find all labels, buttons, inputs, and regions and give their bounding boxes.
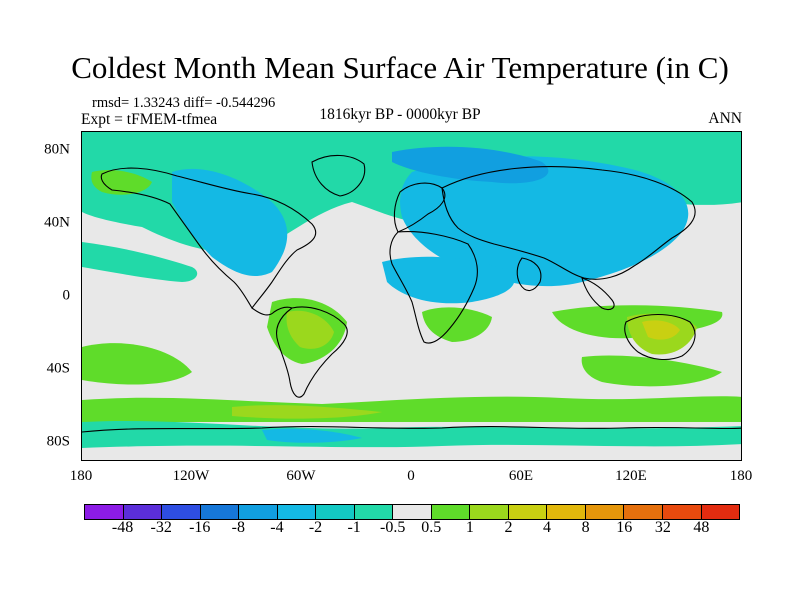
colorbar-box bbox=[239, 505, 278, 519]
colorbar-label: 4 bbox=[543, 519, 552, 536]
colorbar-label: -32 bbox=[150, 519, 172, 536]
anomaly-africa-south bbox=[422, 307, 492, 342]
experiment-label: Expt = tFMEM-tfmea bbox=[81, 111, 218, 128]
y-tick: 80S bbox=[46, 433, 70, 450]
anomaly-north-africa bbox=[382, 256, 515, 304]
anomaly-antarctic-coast bbox=[82, 420, 741, 448]
colorbar-label: -16 bbox=[189, 519, 211, 536]
colorbar-box bbox=[162, 505, 201, 519]
colorbar-label: 32 bbox=[654, 519, 671, 536]
x-tick: 180 bbox=[729, 468, 753, 484]
season-label: ANN bbox=[708, 110, 742, 127]
colorbar bbox=[84, 504, 740, 520]
colorbar-box bbox=[393, 505, 432, 519]
coast-central-america bbox=[251, 306, 293, 316]
colorbar-box bbox=[200, 505, 240, 519]
colorbar-box bbox=[624, 505, 663, 519]
colorbar-box bbox=[701, 505, 740, 519]
colorbar-box bbox=[316, 505, 355, 519]
anomaly-australia-core bbox=[642, 320, 680, 340]
y-tick: 40S bbox=[46, 360, 70, 377]
coast-australia bbox=[624, 314, 696, 361]
colorbar-box bbox=[662, 505, 702, 519]
coast-asia bbox=[441, 166, 696, 280]
colorbar-box bbox=[470, 505, 509, 519]
page-title: Coldest Month Mean Surface Air Temperatu… bbox=[71, 50, 729, 85]
y-tick: 40N bbox=[44, 214, 70, 231]
x-tick: 0 bbox=[407, 468, 415, 484]
colorbar-label: -1 bbox=[347, 519, 361, 536]
anomaly-eurasia bbox=[400, 156, 689, 287]
colorbar-box bbox=[547, 505, 586, 519]
colorbar-label: 16 bbox=[616, 519, 633, 536]
x-tick: 60W bbox=[286, 468, 316, 484]
anomaly-siberia bbox=[392, 146, 549, 184]
anomaly-pacific-band bbox=[82, 242, 198, 282]
colorbar-box bbox=[85, 505, 124, 519]
colorbar-label: 48 bbox=[693, 519, 710, 536]
colorbar-label: -4 bbox=[270, 519, 284, 536]
colorbar-box bbox=[585, 505, 625, 519]
anomaly-south-america-core bbox=[286, 310, 334, 349]
coast-southeast-asia bbox=[581, 277, 615, 311]
coast-antarctica bbox=[82, 426, 741, 433]
colorbar-box bbox=[123, 505, 163, 519]
coast-north-america bbox=[100, 167, 317, 309]
y-tick: 0 bbox=[62, 287, 71, 304]
x-tick: 180 bbox=[69, 468, 93, 484]
y-tick: 80N bbox=[44, 141, 70, 158]
colorbar-box bbox=[277, 505, 317, 519]
coast-europe bbox=[393, 182, 446, 233]
colorbar-label: -48 bbox=[111, 519, 134, 536]
anomaly-southern-ocean bbox=[82, 396, 741, 422]
map-field bbox=[82, 132, 741, 448]
anomaly-field bbox=[82, 132, 741, 448]
x-tick: 120W bbox=[172, 468, 210, 484]
colorbar-label: -8 bbox=[231, 519, 246, 536]
colorbar-label: 8 bbox=[581, 519, 590, 536]
colorbar-label: -0.5 bbox=[380, 519, 406, 536]
x-tick: 120E bbox=[615, 468, 647, 484]
colorbar-label: -2 bbox=[308, 519, 323, 536]
anomaly-alaska bbox=[91, 170, 152, 195]
colorbar-label: 0.5 bbox=[421, 519, 442, 536]
coast-south-america bbox=[275, 306, 348, 398]
stats-label: rmsd= 1.33243 diff= -0.544296 bbox=[92, 95, 276, 111]
colorbar-box bbox=[354, 505, 394, 519]
anomaly-south-indian bbox=[581, 355, 722, 387]
map-plot bbox=[81, 131, 742, 461]
period-label: 1816kyr BP - 0000kyr BP bbox=[319, 106, 481, 123]
anomaly-south-pacific bbox=[82, 343, 192, 385]
anomaly-southern-ocean-core bbox=[232, 405, 382, 419]
coast-africa bbox=[389, 231, 478, 344]
x-tick: 60E bbox=[508, 468, 534, 484]
anomaly-antarctic-cool bbox=[262, 428, 362, 443]
colorbar-box bbox=[508, 505, 548, 519]
colorbar-label: 2 bbox=[504, 519, 513, 536]
coast-greenland bbox=[311, 154, 366, 197]
coastlines bbox=[82, 154, 741, 433]
coast-india bbox=[516, 257, 542, 292]
colorbar-label: 1 bbox=[465, 519, 474, 536]
colorbar-box bbox=[431, 505, 471, 519]
